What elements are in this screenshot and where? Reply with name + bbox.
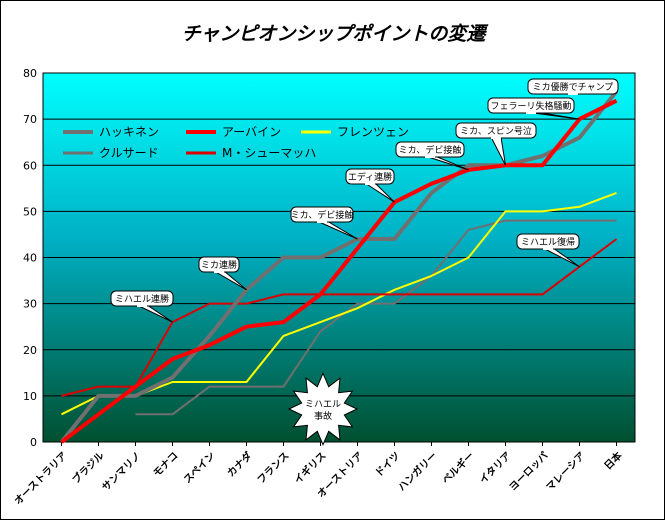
y-tick-label: 70	[23, 113, 37, 126]
annotation-label: ミハエル復帰	[521, 236, 575, 248]
x-tick-label: フランス	[255, 450, 292, 487]
starburst-callout	[287, 372, 359, 446]
annotation-label: ミカ連勝	[201, 259, 237, 271]
annotation-label: エディ連勝	[348, 171, 392, 183]
x-tick-label: スペイン	[181, 450, 217, 486]
y-tick-label: 60	[23, 159, 37, 172]
legend-label: M・シューマッハ	[222, 146, 316, 160]
legend-label: アーバイン	[222, 125, 281, 139]
series-line-1	[60, 98, 618, 444]
x-tick-label: ハンガリー	[395, 449, 440, 494]
series-line-2	[61, 191, 617, 416]
x-tick-label: ドイツ	[373, 450, 403, 480]
chart-title: チャンピオンシップポイントの変遷	[181, 23, 486, 45]
x-tick-label: カナダ	[224, 449, 254, 479]
y-tick-label: 0	[30, 436, 37, 449]
y-tick-label: 50	[23, 205, 37, 218]
legend-label: フレンツェン	[337, 125, 409, 139]
x-tick-label: イギリス	[291, 449, 328, 486]
y-tick-label: 30	[23, 298, 37, 311]
x-tick-label: イタリア	[477, 450, 513, 486]
x-tick-label: マレーシア	[544, 450, 588, 494]
y-tick-label: 40	[23, 252, 37, 265]
legend-label: クルサード	[99, 146, 159, 160]
starburst-label: ミハエル事故	[305, 400, 341, 422]
x-tick-label: オーストラリア	[12, 450, 70, 508]
annotation-label: ミカ、デビ接触	[399, 144, 462, 156]
x-tick-label: ヨーロッパ	[507, 450, 551, 494]
y-tick-label: 80	[23, 67, 37, 80]
annotation-label: ミカ、スピン号泣	[460, 125, 532, 137]
legend-label: ハッキネン	[99, 125, 159, 139]
x-tick-label: ベルギー	[439, 449, 476, 486]
y-tick-label: 10	[23, 390, 37, 403]
x-tick-label: サンマリノ	[100, 450, 144, 494]
annotation-label: ミハエル連勝	[115, 293, 169, 305]
y-tick-label: 20	[23, 344, 37, 357]
annotation-label: フェラーリ失格騒動	[490, 100, 571, 112]
series-line-0	[59, 90, 619, 444]
x-tick-label: 日本	[601, 448, 625, 472]
series-line-4	[61, 238, 618, 397]
annotation-label: ミカ優勝でチャンプ	[533, 81, 614, 93]
annotation-label: ミカ、デビ接触	[291, 209, 354, 221]
series-line-3	[135, 219, 617, 416]
x-tick-label: モナコ	[151, 450, 181, 480]
x-tick-label: ブラジル	[69, 449, 106, 486]
